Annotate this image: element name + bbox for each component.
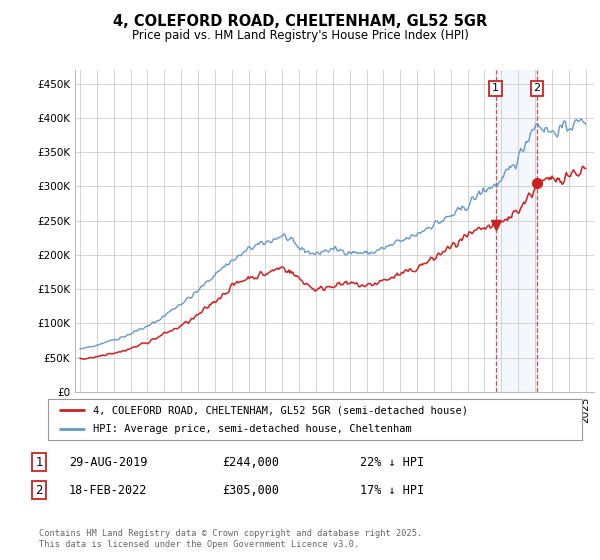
Text: 1: 1 xyxy=(35,455,43,469)
Text: HPI: Average price, semi-detached house, Cheltenham: HPI: Average price, semi-detached house,… xyxy=(94,424,412,433)
Text: Contains HM Land Registry data © Crown copyright and database right 2025.
This d: Contains HM Land Registry data © Crown c… xyxy=(39,529,422,549)
Text: 17% ↓ HPI: 17% ↓ HPI xyxy=(360,483,424,497)
Text: 1: 1 xyxy=(492,83,499,94)
Text: 2: 2 xyxy=(533,83,541,94)
Text: 22% ↓ HPI: 22% ↓ HPI xyxy=(360,455,424,469)
Text: 18-FEB-2022: 18-FEB-2022 xyxy=(69,483,148,497)
Text: 4, COLEFORD ROAD, CHELTENHAM, GL52 5GR: 4, COLEFORD ROAD, CHELTENHAM, GL52 5GR xyxy=(113,14,487,29)
Text: 4, COLEFORD ROAD, CHELTENHAM, GL52 5GR (semi-detached house): 4, COLEFORD ROAD, CHELTENHAM, GL52 5GR (… xyxy=(94,405,469,415)
Bar xyxy=(496,70,537,392)
Text: Price paid vs. HM Land Registry's House Price Index (HPI): Price paid vs. HM Land Registry's House … xyxy=(131,29,469,42)
Text: 29-AUG-2019: 29-AUG-2019 xyxy=(69,455,148,469)
Text: 2: 2 xyxy=(35,483,43,497)
Text: £305,000: £305,000 xyxy=(222,483,279,497)
Text: £244,000: £244,000 xyxy=(222,455,279,469)
